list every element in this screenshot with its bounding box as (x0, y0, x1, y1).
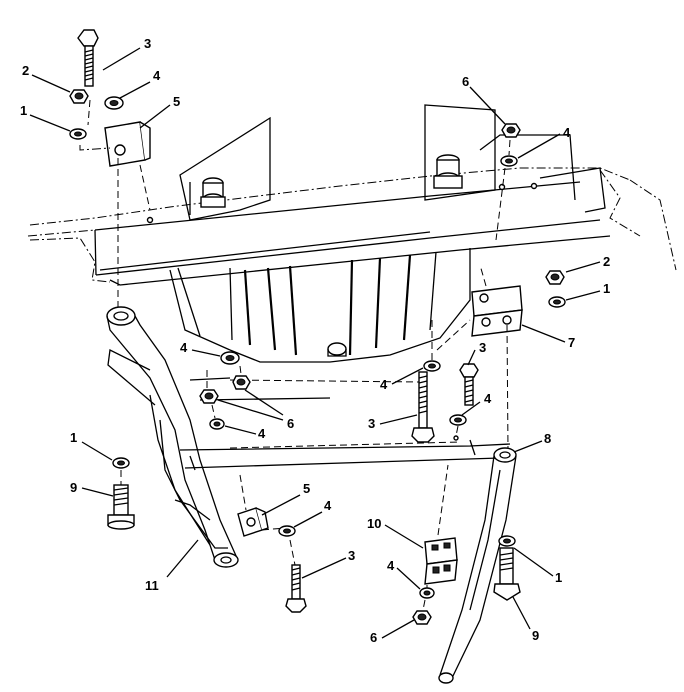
callout-5: 5 (173, 94, 180, 109)
bolt-3-top (77, 29, 99, 87)
washer-4-mid-low (209, 418, 225, 430)
callout-9: 1 (603, 281, 610, 296)
washer-4-top-right (500, 155, 518, 167)
washer-1-right-top (548, 296, 566, 308)
callout-28: 6 (370, 630, 377, 645)
washer-4-left-top (104, 96, 124, 110)
leader-lines (29, 47, 601, 639)
stud-left (200, 177, 226, 208)
callout-6: 6 (462, 74, 469, 89)
support-arm-11 (106, 306, 239, 568)
bolt-3-bottom (285, 564, 307, 613)
washer-4-bottom-mid (278, 525, 296, 537)
callout-4: 1 (20, 103, 27, 118)
callout-2: 2 (22, 63, 29, 78)
nut-6-mid-a (232, 375, 251, 390)
callout-11: 3 (479, 340, 486, 355)
plate-10 (424, 537, 458, 585)
callout-15: 3 (368, 416, 375, 431)
callout-23: 10 (367, 516, 381, 531)
callout-13: 4 (380, 377, 388, 392)
callout-20: 9 (70, 480, 77, 495)
callout-19: 1 (70, 430, 77, 445)
callout-7: 4 (563, 125, 571, 140)
center-assembly (411, 319, 479, 443)
frame-structure (27, 104, 677, 471)
callout-26: 4 (387, 558, 395, 573)
callout-16: 6 (287, 416, 294, 431)
nut-2-right (545, 270, 565, 285)
callout-29: 9 (532, 628, 539, 643)
nut-6-top-right (501, 123, 521, 138)
left-assembly (69, 29, 307, 613)
callout-25: 11 (145, 578, 159, 593)
bolt-3-center (411, 371, 435, 443)
support-arm-8 (438, 447, 517, 684)
callout-17: 4 (258, 426, 266, 441)
bolt-9-left (107, 484, 135, 530)
callout-24: 3 (348, 548, 355, 563)
washer-1-left-bottom (112, 457, 130, 469)
callout-14: 4 (484, 391, 492, 406)
bolt-9-right (493, 547, 521, 601)
callout-22: 4 (324, 498, 332, 513)
washer-1-left-top (69, 128, 87, 140)
washer-1-right-bottom (498, 535, 516, 547)
callout-1: 3 (144, 36, 151, 51)
callout-27: 1 (555, 570, 562, 585)
nut-2-left (69, 89, 89, 104)
washer-4-bottom-right (419, 587, 435, 599)
callout-18: 8 (544, 431, 551, 446)
callouts: 3 2 4 1 5 6 4 2 1 7 3 4 4 4 3 6 4 8 1 9 … (20, 36, 610, 645)
callout-3: 4 (153, 68, 161, 83)
washer-4-center-right (449, 414, 467, 426)
bolt-3-center-right (459, 363, 479, 406)
right-assembly (412, 123, 566, 684)
stud-right (433, 154, 463, 189)
callout-21: 5 (303, 481, 310, 496)
callout-10: 7 (568, 335, 575, 350)
callout-12: 4 (180, 340, 188, 355)
nut-6-mid-b (199, 389, 219, 404)
washer-4-mid (220, 351, 240, 365)
plate-5-bottom (237, 507, 269, 537)
plate-5-top (104, 121, 151, 167)
callout-8: 2 (603, 254, 610, 269)
bracket-7 (471, 285, 523, 337)
nut-6-bottom-right (412, 610, 432, 625)
washer-4-center (423, 360, 441, 372)
